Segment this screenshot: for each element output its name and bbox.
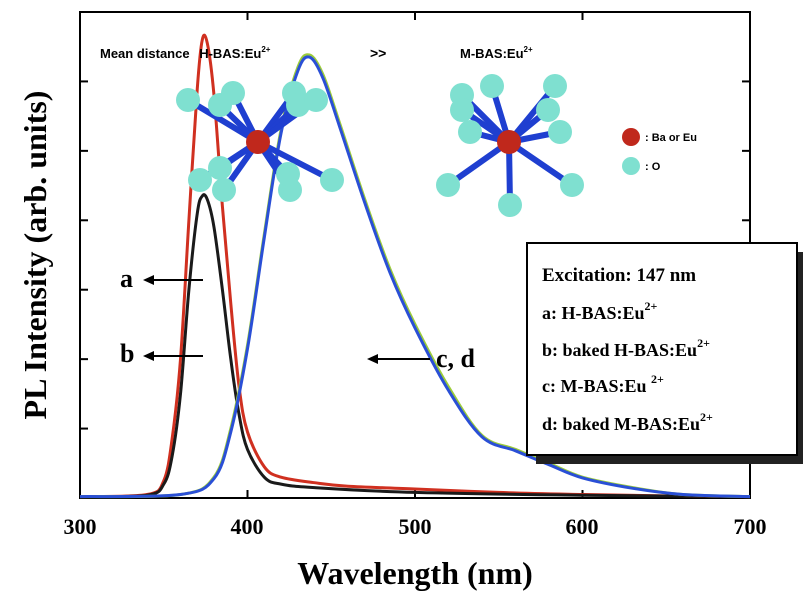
oxygen-atom [458, 120, 482, 144]
x-tick-label: 400 [231, 514, 264, 539]
legend-entry-a: a: H-BAS:Eu2+ [542, 299, 658, 323]
annotation-label-b: b [120, 339, 134, 368]
oxygen-atom [276, 162, 300, 186]
inset-title: Mean distance H-BAS:Eu2+ [100, 45, 271, 61]
x-tick-labels: 300 400 500 600 700 [64, 514, 767, 539]
oxygen-atom [212, 178, 236, 202]
oxygen-atom [221, 81, 245, 105]
h-bas-atoms [176, 81, 344, 202]
x-axis-title: Wavelength (nm) [297, 555, 533, 591]
x-tick-label: 600 [566, 514, 599, 539]
oxygen-atom [286, 93, 310, 117]
oxygen-atom [498, 193, 522, 217]
oxygen-atom [320, 168, 344, 192]
oxygen-atom [304, 88, 328, 112]
oxygen-atom [480, 74, 504, 98]
x-tick-label: 700 [734, 514, 767, 539]
annotation-arrowhead-b [143, 351, 154, 361]
y-axis-title: PL Intensity (arb. units) [17, 91, 53, 420]
oxygen-atom [450, 98, 474, 122]
oxygen-atom [208, 156, 232, 180]
annotation-label-cd: c, d [436, 344, 476, 373]
legend-entry-c: c: M-BAS:Eu 2+ [542, 372, 664, 396]
chart-legend: Excitation: 147 nm a: H-BAS:Eu2+ b: bake… [526, 242, 803, 464]
inset-right-label: M-BAS:Eu2+ [460, 45, 533, 61]
annotation-arrowhead-a [143, 275, 154, 285]
legend-title: Excitation: 147 nm [542, 265, 696, 286]
annotation-label-a: a [120, 264, 133, 293]
curve-annotations: a b c, d [120, 264, 476, 373]
oxygen-atom [548, 120, 572, 144]
oxygen-atom [543, 74, 567, 98]
oxygen-atom [176, 88, 200, 112]
series-line-a [79, 33, 751, 499]
oxygen-legend-marker [622, 157, 640, 175]
data-curves [79, 33, 751, 499]
ba-eu-legend-marker [622, 128, 640, 146]
oxygen-atom [188, 168, 212, 192]
legend-entry-b: b: baked H-BAS:Eu2+ [542, 336, 710, 360]
inset-operator: >> [370, 45, 386, 61]
oxygen-legend-label: : O [645, 161, 661, 173]
oxygen-atom [436, 173, 460, 197]
legend-box [526, 242, 798, 456]
m-bas-atoms [436, 74, 584, 217]
structure-inset: Mean distance H-BAS:Eu2+ >> M-BAS:Eu2+ [100, 45, 697, 217]
x-tick-label: 500 [399, 514, 432, 539]
legend-entry-d: d: baked M-BAS:Eu2+ [542, 410, 713, 434]
oxygen-atom [536, 98, 560, 122]
ba-eu-atom [246, 130, 270, 154]
series-line-d [79, 55, 751, 499]
oxygen-atom [560, 173, 584, 197]
annotation-arrowhead-cd [367, 354, 378, 364]
ba-eu-atom [497, 130, 521, 154]
series-line-b [79, 193, 751, 499]
x-tick-label: 300 [64, 514, 97, 539]
ba-eu-legend-label: : Ba or Eu [645, 132, 697, 144]
